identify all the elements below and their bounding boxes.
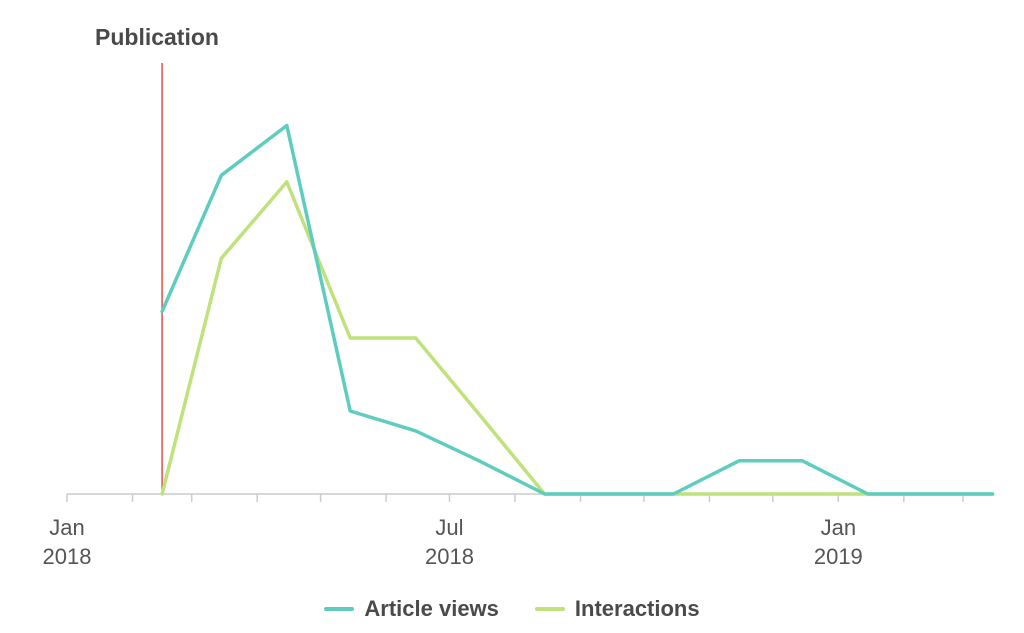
x-tick-label: 2019 xyxy=(814,544,863,569)
series-line-interactions xyxy=(160,180,995,496)
legend-label-interactions: Interactions xyxy=(574,596,700,621)
legend-swatch-interactions xyxy=(534,607,565,611)
publication-label: Publication xyxy=(95,24,219,50)
x-tick-label: 2018 xyxy=(425,544,474,569)
x-tick-label: 2018 xyxy=(43,544,92,569)
legend-item-interactions: Interactions xyxy=(534,596,700,622)
x-tick-label: Jul xyxy=(435,515,463,540)
legend: Article views Interactions xyxy=(0,596,1024,622)
x-tick-label: Jan xyxy=(49,515,84,540)
publication-marker: Publication xyxy=(95,24,219,494)
series-line-article-views xyxy=(160,123,995,496)
legend-label-article-views: Article views xyxy=(364,596,499,621)
x-tick-label: Jan xyxy=(821,515,856,540)
legend-item-article-views: Article views xyxy=(324,596,499,622)
x-axis: Jan 2018 Jul 2018 Jan 2019 xyxy=(43,493,964,569)
legend-swatch-article-views xyxy=(324,607,355,611)
series-lines xyxy=(160,123,995,496)
